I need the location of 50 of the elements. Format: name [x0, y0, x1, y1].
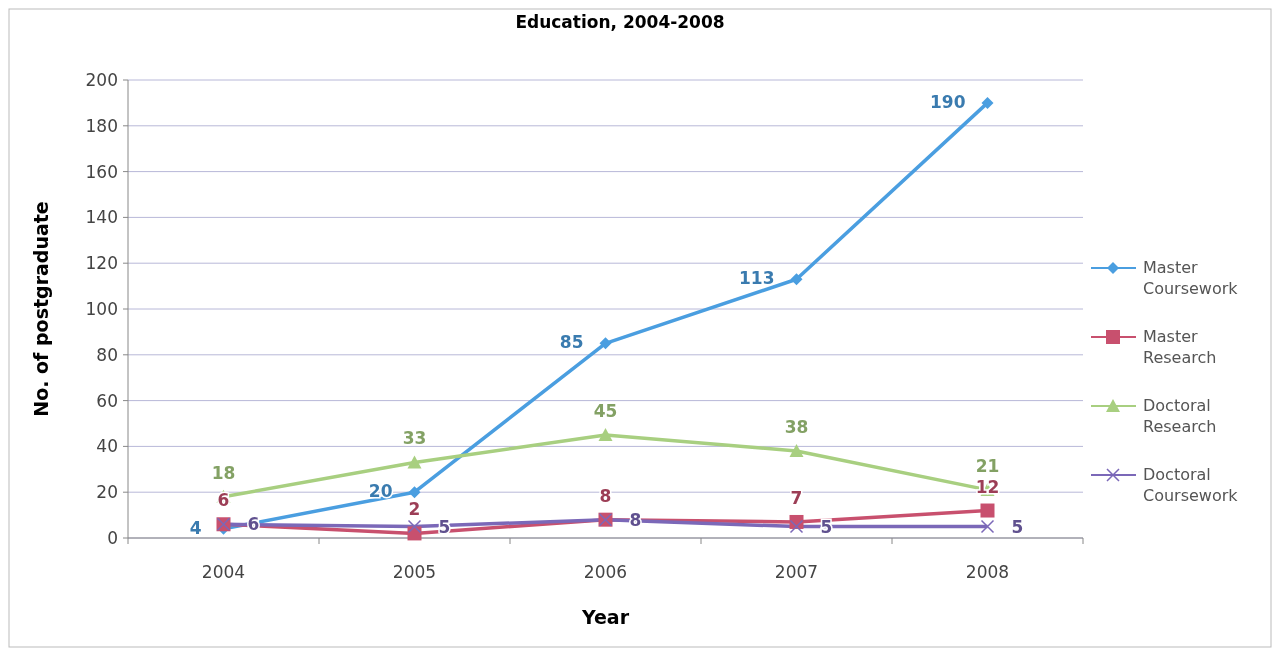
data-label: 45 [593, 400, 618, 421]
legend-label: Master Research [1143, 327, 1217, 367]
y-tick-label: 120 [85, 253, 118, 274]
point [407, 455, 422, 469]
data-label: 5 [438, 516, 451, 537]
x-tick-label: 2007 [774, 562, 819, 582]
x-tick-label: 2005 [392, 562, 437, 582]
data-label: 190 [930, 91, 966, 112]
legend-label: Doctoral Coursework [1143, 465, 1239, 505]
y-tick-label: 100 [85, 299, 118, 319]
y-tick-label: 60 [96, 390, 118, 411]
data-label: 85 [559, 332, 584, 353]
y-tick-label: 20 [96, 482, 118, 503]
data-label: 8 [599, 485, 612, 506]
point [407, 519, 422, 534]
y-tick-label: 40 [96, 436, 118, 457]
x-tick-label: 2008 [965, 562, 1010, 582]
data-label: 4 [189, 517, 202, 538]
data-label: 113 [739, 268, 775, 289]
point [599, 337, 612, 350]
x-tick-label: 2006 [583, 562, 628, 582]
chart-title: Education, 2004-2008 [515, 12, 725, 32]
point [981, 96, 994, 109]
data-label: 33 [402, 428, 427, 449]
y-tick-label: 200 [85, 70, 118, 90]
y-tick-label: 80 [96, 344, 118, 365]
point [598, 427, 613, 441]
point [980, 503, 995, 518]
data-label: 2 [408, 499, 421, 520]
point [790, 273, 803, 286]
data-label: 38 [784, 416, 809, 437]
data-label: 5 [1011, 516, 1024, 537]
x-axis-title: Year [580, 606, 630, 628]
data-label: 7 [790, 487, 803, 508]
point [408, 486, 421, 499]
point [789, 443, 804, 457]
point [789, 519, 804, 534]
data-label: 8 [629, 509, 642, 530]
legend-label: Doctoral Research [1143, 396, 1217, 436]
x-tick-label: 2004 [201, 562, 246, 582]
y-tick-label: 160 [85, 161, 118, 182]
y-tick-label: 180 [85, 115, 118, 136]
data-label: 20 [368, 481, 393, 502]
data-label: 18 [211, 462, 236, 483]
legend-label: Master Coursework [1143, 258, 1239, 298]
point [980, 519, 995, 534]
y-axis-title: No. of postgraduate [30, 201, 52, 417]
y-tick-label: 0 [107, 528, 118, 548]
data-label: 21 [975, 455, 1000, 476]
y-tick-label: 140 [85, 207, 118, 228]
